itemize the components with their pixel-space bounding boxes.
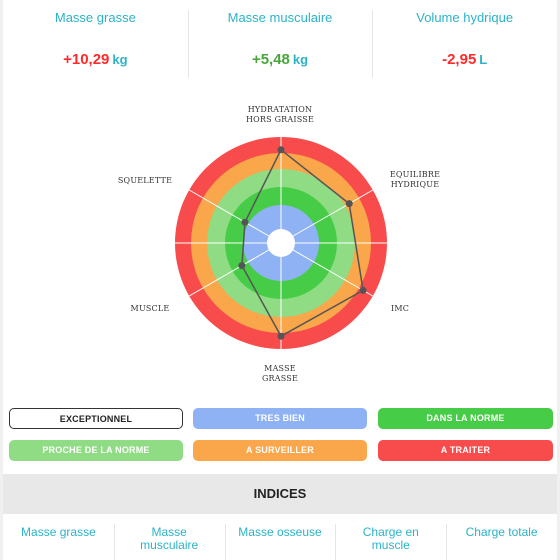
radar-axis-spoke [280, 242, 374, 297]
axis-label-hydration: HYDRATATION HORS GRAISSE [246, 105, 314, 124]
legend-monitor-button[interactable]: A SURVEILLER [193, 440, 367, 461]
metric-fat-mass[interactable]: Masse grasse +10,29 kg [3, 0, 188, 82]
axis-label-fat-mass: MASSE GRASSE [261, 364, 299, 383]
metric-title: Volume hydrique [416, 10, 514, 25]
indices-section-title: INDICES [3, 474, 557, 514]
metric-unit: kg [292, 52, 309, 67]
legend-normal-button[interactable]: DANS LA NORME [378, 408, 553, 429]
metric-value: +5,48 kg [188, 51, 373, 68]
legend-near-normal-button[interactable]: PROCHE DE LA NORME [9, 440, 183, 461]
metrics-summary: Masse grasse +10,29 kg Masse musculaire +… [3, 0, 557, 82]
metric-number: +5,48 [251, 51, 290, 68]
legend-very-good-button[interactable]: TRES BIEN [193, 408, 367, 429]
axis-label-water-balance: EQUILIBRE HYDRIQUE [389, 170, 441, 189]
index-bone-mass[interactable]: Masse osseuse [224, 518, 336, 560]
metric-title: Masse musculaire [227, 10, 333, 25]
legend-treat-button[interactable]: A TRAITER [378, 440, 553, 461]
index-fat-mass[interactable]: Masse grasse [21, 525, 96, 539]
body-composition-radar: HYDRATATION HORS GRAISSE EQUILIBRE HYDRIQU… [0, 98, 560, 390]
metric-value: -2,95 L [372, 51, 557, 68]
index-muscle-mass[interactable]: Masse musculaire [113, 518, 225, 560]
radar-data-point [345, 200, 353, 208]
radar-chart [175, 137, 387, 349]
metric-number: -2,95 [442, 51, 477, 68]
metric-muscle-mass[interactable]: Masse musculaire +5,48 kg [187, 0, 373, 82]
metric-water-volume[interactable]: Volume hydrique -2,95 L [372, 0, 557, 82]
axis-label-skeleton: SQUELETTE [117, 176, 173, 185]
index-muscle-load[interactable]: Charge en muscle [335, 518, 446, 560]
metric-value: +10,29 kg [3, 51, 188, 68]
radar-data-point [238, 262, 246, 270]
metric-unit: L [479, 52, 488, 67]
index-total-load[interactable]: Charge totale [446, 518, 557, 560]
left-frame-border [0, 0, 3, 560]
radar-data-point [277, 146, 285, 154]
legend-exceptional-button[interactable]: EXCEPTIONNEL [9, 408, 183, 429]
axis-label-bmi: IMC [390, 304, 410, 313]
indices-tabs: Masse grasse Masse musculaire Masse osseu… [3, 518, 557, 560]
metric-number: +10,29 [63, 51, 110, 68]
radar-data-point [359, 286, 367, 294]
radar-axis-spoke [280, 189, 374, 244]
radar-data-point [241, 218, 249, 226]
radar-data-point [277, 332, 285, 340]
radar-axis-spoke [188, 242, 282, 297]
axis-label-muscle: MUSCLE [130, 304, 170, 313]
right-frame-border [557, 0, 560, 560]
metric-title: Masse grasse [54, 10, 136, 25]
radar-axis-spoke [188, 189, 282, 244]
metric-unit: kg [112, 52, 128, 67]
